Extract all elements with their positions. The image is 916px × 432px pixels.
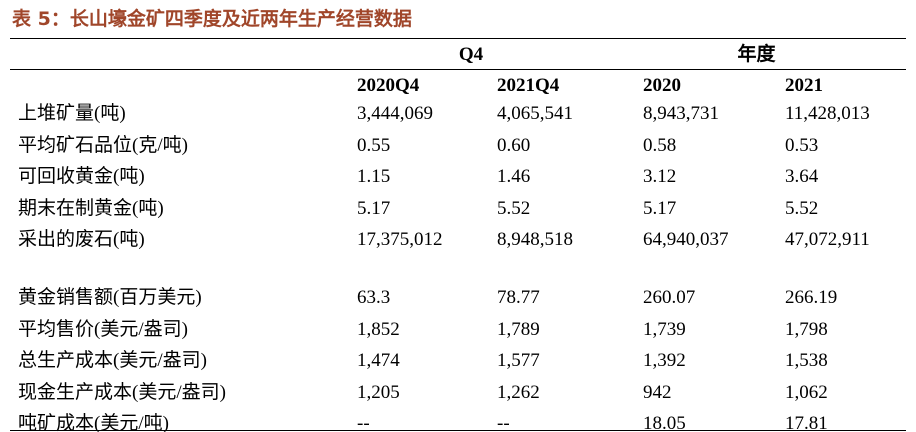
cell: 0.55 (357, 134, 391, 156)
table-title: 表 5：长山壕金矿四季度及近两年生产经营数据 (12, 8, 412, 30)
cell: 1,577 (497, 350, 540, 371)
cell: -- (497, 413, 510, 432)
cell: 0.60 (497, 134, 531, 156)
rule (10, 38, 906, 39)
cell: 266.19 (785, 287, 838, 308)
cell: 3.64 (785, 166, 819, 187)
column-header: 2020 (643, 75, 681, 96)
cell: 5.17 (357, 197, 391, 219)
cell: 78.77 (497, 287, 540, 308)
row-label: 吨矿成本(美元/吨) (18, 413, 169, 432)
cell: 3,444,069 (357, 103, 433, 124)
cell: 942 (643, 381, 672, 403)
row-label: 上堆矿量(吨) (18, 103, 126, 124)
row-label: 平均矿石品位(克/吨) (18, 134, 188, 156)
row-label: 现金生产成本(美元/盎司) (18, 381, 226, 403)
cell: 11,428,013 (785, 103, 870, 124)
column-header: 2020Q4 (357, 75, 420, 96)
group-header: 年度 (737, 44, 776, 65)
row-label: 期末在制黄金(吨) (18, 197, 164, 219)
cell: 1,474 (357, 350, 400, 371)
cell: 1.15 (357, 166, 391, 187)
column-header: 2021Q4 (497, 75, 560, 96)
cell: 1,789 (497, 318, 540, 340)
cell: -- (357, 413, 370, 432)
group-header: Q4 (458, 44, 484, 65)
cell: 64,940,037 (643, 229, 729, 250)
cell: 1,852 (357, 318, 400, 340)
cell: 0.58 (643, 134, 677, 156)
cell: 5.52 (785, 197, 819, 219)
cell: 1,205 (357, 381, 400, 403)
cell: 5.17 (643, 197, 677, 219)
cell: 8,943,731 (643, 103, 719, 124)
row-label: 黄金销售额(百万美元) (18, 287, 202, 308)
cell: 3.12 (643, 166, 677, 187)
row-label: 可回收黄金(吨) (18, 166, 145, 187)
cell: 8,948,518 (497, 229, 573, 250)
cell: 260.07 (643, 287, 696, 308)
row-label: 平均售价(美元/盎司) (18, 318, 188, 340)
cell: 5.52 (497, 197, 531, 219)
column-header: 2021 (785, 75, 823, 96)
cell: 18.05 (643, 413, 686, 432)
rule (10, 69, 906, 70)
cell: 1,392 (643, 350, 686, 371)
cell: 47,072,911 (785, 229, 870, 250)
row-label: 总生产成本(美元/盎司) (18, 350, 207, 371)
cell: 1,262 (497, 381, 540, 403)
rule (10, 430, 906, 431)
cell: 1.46 (497, 166, 531, 187)
cell: 0.53 (785, 134, 819, 156)
cell: 63.3 (357, 287, 391, 308)
cell: 17.81 (785, 413, 828, 432)
cell: 17,375,012 (357, 229, 443, 250)
cell: 1,739 (643, 318, 686, 340)
cell: 1,062 (785, 381, 828, 403)
row-label: 采出的废石(吨) (18, 229, 145, 250)
cell: 1,538 (785, 350, 828, 371)
cell: 1,798 (785, 318, 828, 340)
cell: 4,065,541 (497, 103, 573, 124)
